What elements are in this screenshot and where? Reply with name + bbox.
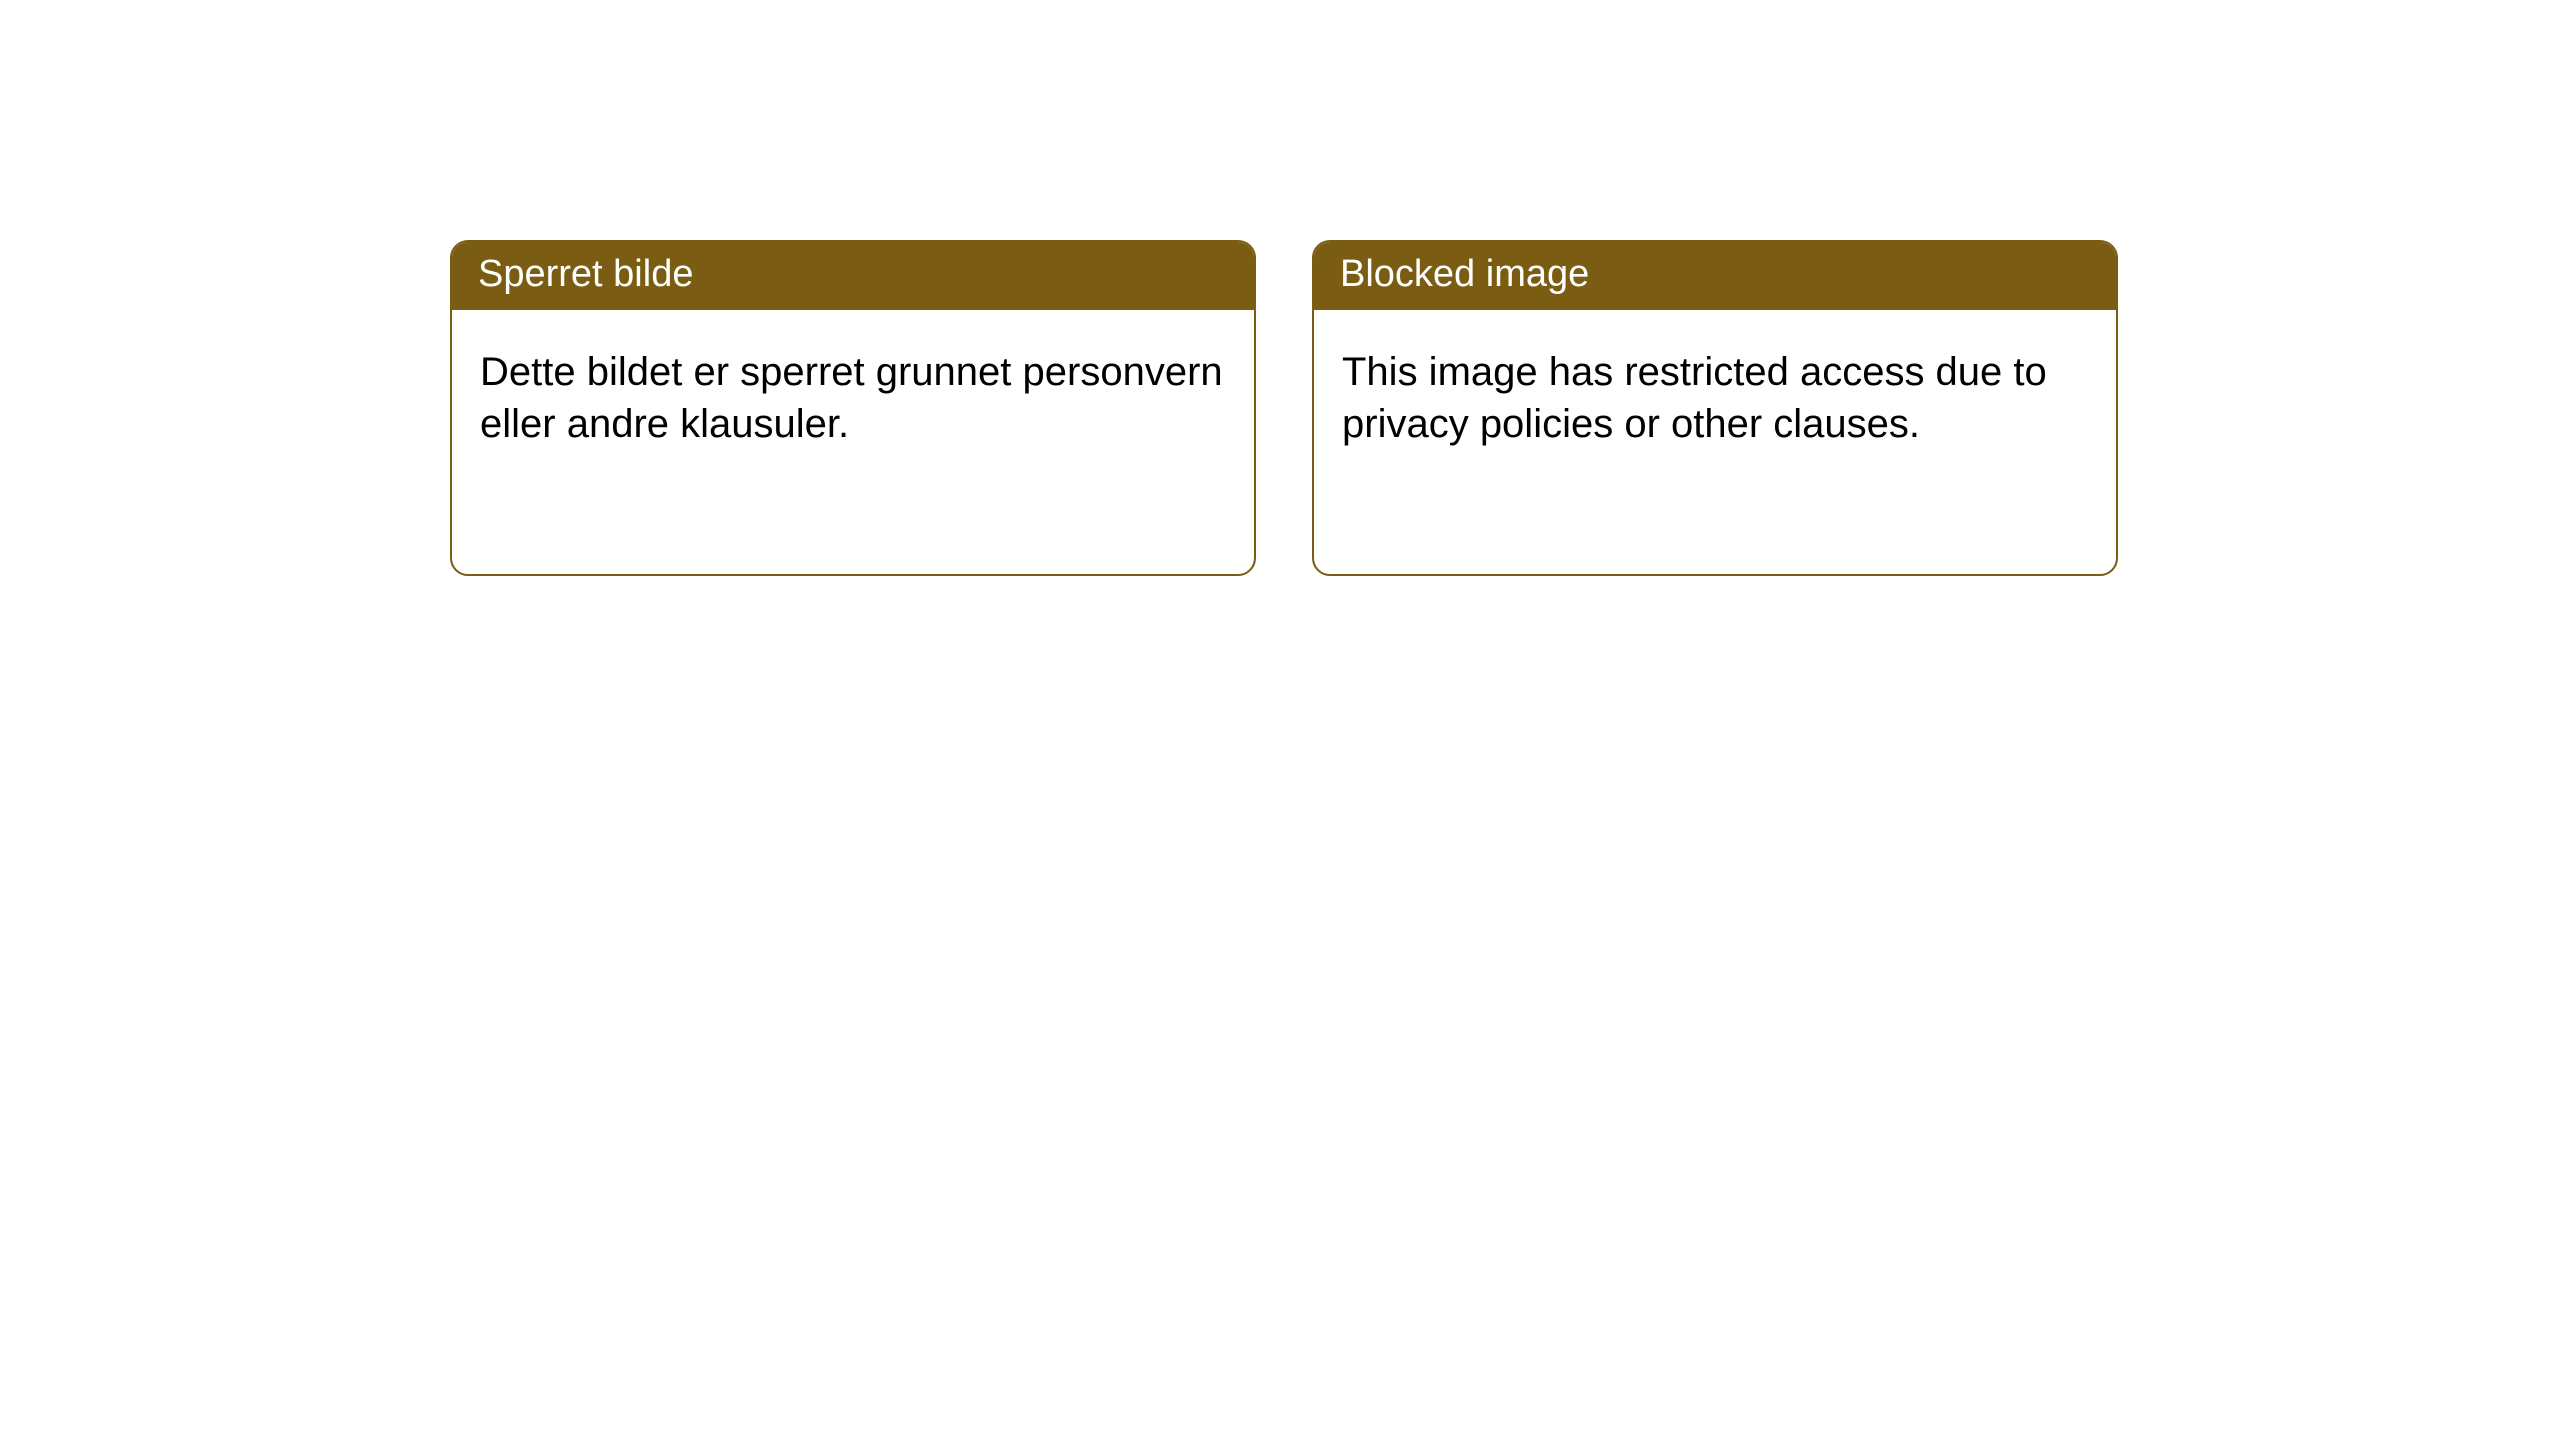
notice-card-english: Blocked image This image has restricted …	[1312, 240, 2118, 576]
card-header: Sperret bilde	[452, 242, 1254, 310]
card-body: Dette bildet er sperret grunnet personve…	[452, 310, 1254, 480]
notice-container: Sperret bilde Dette bildet er sperret gr…	[0, 0, 2560, 576]
card-text: Dette bildet er sperret grunnet personve…	[480, 350, 1223, 447]
card-title: Blocked image	[1340, 253, 1589, 295]
card-body: This image has restricted access due to …	[1314, 310, 2116, 480]
card-header: Blocked image	[1314, 242, 2116, 310]
card-title: Sperret bilde	[478, 253, 693, 295]
card-text: This image has restricted access due to …	[1342, 350, 2047, 447]
notice-card-norwegian: Sperret bilde Dette bildet er sperret gr…	[450, 240, 1256, 576]
